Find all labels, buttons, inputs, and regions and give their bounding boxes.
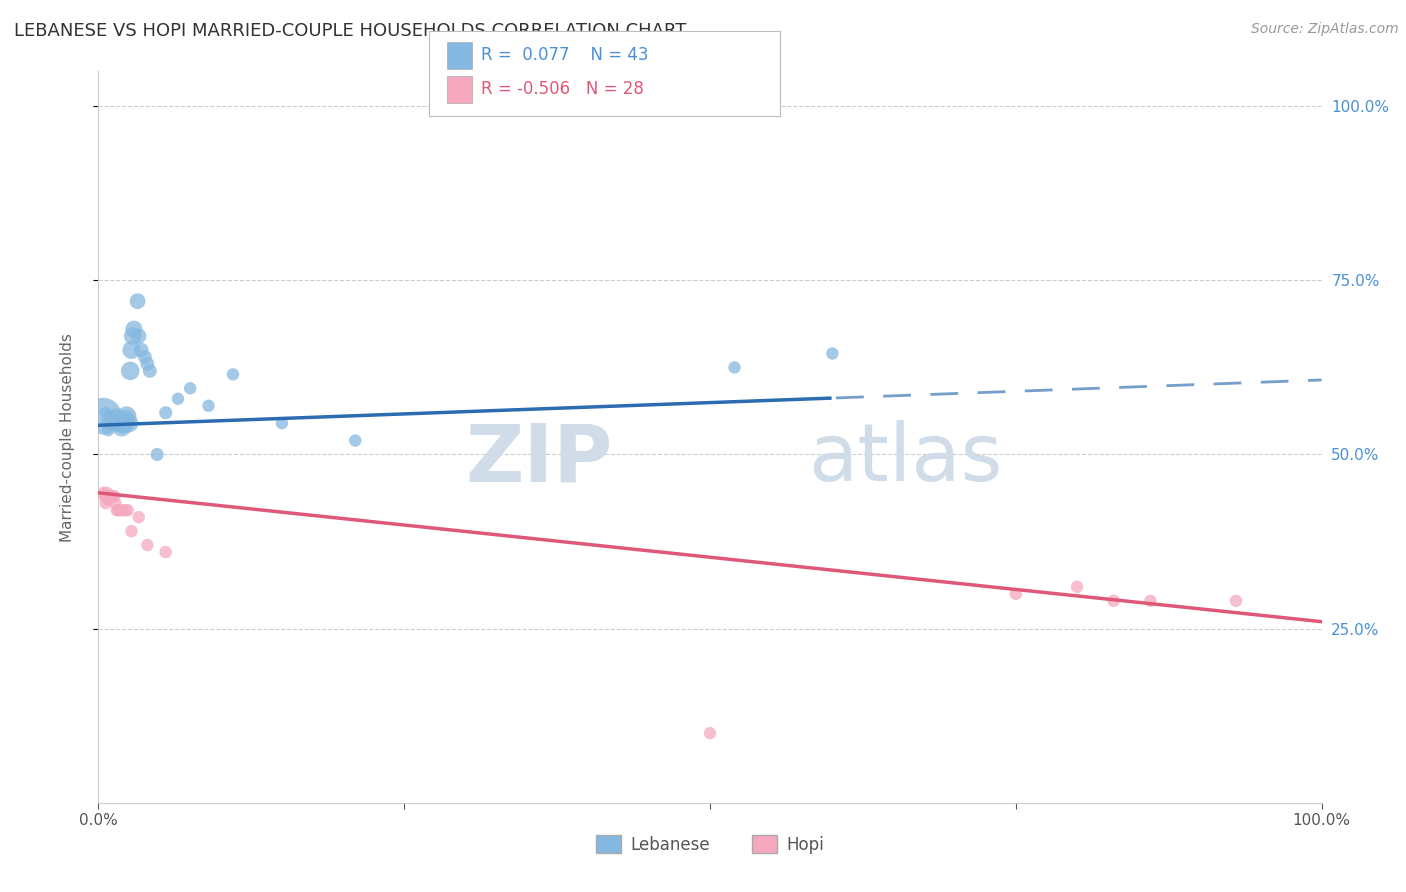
Point [97,423,120,437]
Y-axis label: Married-couple Households: Married-couple Households [60,333,75,541]
Text: ZIP: ZIP [465,420,612,498]
Point [91,485,114,500]
Point [96,489,118,503]
Point [134,350,156,364]
Point [111,503,134,517]
Point [98,489,121,503]
Point [136,357,159,371]
Text: R = -0.506   N = 28: R = -0.506 N = 28 [481,80,644,98]
Point [98,409,121,424]
Point [115,409,138,424]
Point [1066,580,1088,594]
Point [101,416,124,430]
Point [107,416,129,430]
Point [96,485,118,500]
Point [1102,594,1125,608]
Point [155,545,177,559]
Point [146,448,169,462]
Point [100,489,122,503]
Point [270,416,294,430]
Legend: Lebanese, Hopi: Lebanese, Hopi [589,829,831,860]
Point [114,503,136,517]
Point [344,434,367,448]
Point [120,524,142,538]
Point [122,322,145,336]
Point [129,343,152,357]
Point [120,364,142,378]
Point [110,503,132,517]
Point [105,503,128,517]
Point [723,360,745,375]
Point [107,503,129,517]
Point [96,416,118,430]
Text: LEBANESE VS HOPI MARRIED-COUPLE HOUSEHOLDS CORRELATION CHART: LEBANESE VS HOPI MARRIED-COUPLE HOUSEHOL… [14,22,686,40]
Point [108,416,131,430]
Point [1225,594,1247,608]
Point [110,416,132,430]
Point [101,416,124,430]
Point [121,329,143,343]
Point [127,294,149,309]
Point [167,392,190,406]
Point [103,489,125,503]
Point [128,329,150,343]
Point [104,496,127,510]
Point [139,364,162,378]
Point [136,538,159,552]
Text: Source: ZipAtlas.com: Source: ZipAtlas.com [1251,22,1399,37]
Point [179,381,201,395]
Point [117,503,139,517]
Point [114,412,136,426]
Point [97,492,120,507]
Point [94,496,117,510]
Point [110,416,132,430]
Point [111,419,134,434]
Point [821,346,844,360]
Point [104,416,127,430]
Point [94,406,117,420]
Point [118,416,141,430]
Point [101,489,124,503]
Point [93,489,115,503]
Point [91,409,114,424]
Point [100,409,122,424]
Point [111,416,134,430]
Point [699,726,721,740]
Point [128,510,150,524]
Point [197,399,219,413]
Point [108,412,131,426]
Point [120,343,142,357]
Point [1004,587,1026,601]
Text: R =  0.077    N = 43: R = 0.077 N = 43 [481,46,648,64]
Point [222,368,245,382]
Text: atlas: atlas [808,420,1002,498]
Point [105,409,128,424]
Point [112,416,135,430]
Point [1139,594,1161,608]
Point [101,489,124,503]
Point [103,416,125,430]
Point [105,416,128,430]
Point [155,406,177,420]
